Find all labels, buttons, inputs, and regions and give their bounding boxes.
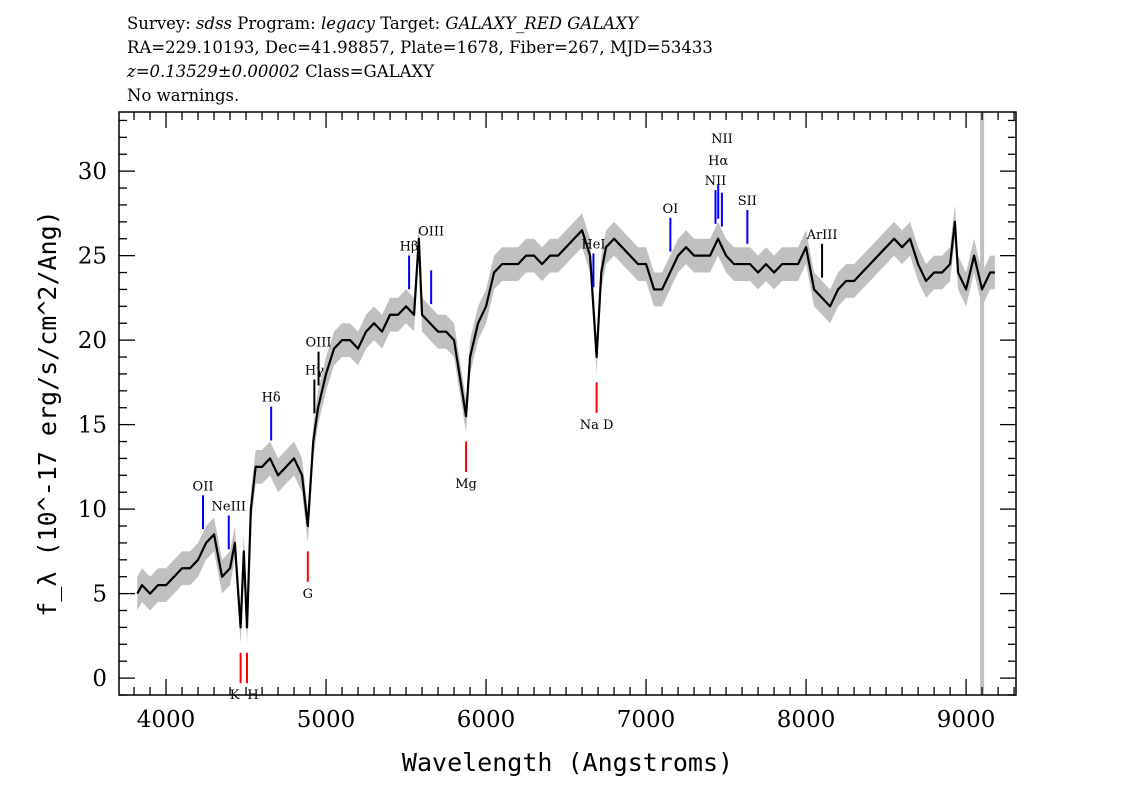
error-band: [137, 204, 995, 645]
target-label: Target:: [380, 14, 441, 33]
survey-label: Survey:: [127, 14, 191, 33]
program-value: legacy: [320, 14, 375, 33]
emission-line-label: NII: [705, 174, 727, 189]
header-line-3: z=0.13529±0.00002 Class=GALAXY: [127, 62, 434, 81]
y-tick-label: 15: [78, 413, 107, 439]
emission-line-label: NII: [711, 132, 733, 147]
survey-value: sdss: [196, 14, 233, 33]
absorption-line-label: Mg: [455, 477, 477, 492]
program-label: Program:: [237, 14, 316, 33]
header-line-1: Survey: sdss Program: legacy Target: GAL…: [127, 14, 638, 33]
spectrum-line: [136, 220, 995, 629]
emission-line-label: OIII: [418, 224, 444, 239]
header-line-4: No warnings.: [127, 86, 240, 105]
absorption-line-label: G: [303, 587, 313, 602]
x-tick-label: 6000: [457, 707, 516, 733]
y-tick-label: 25: [78, 244, 107, 270]
x-tick-label: 4000: [137, 707, 196, 733]
plot-frame: [118, 111, 1017, 696]
emission-line-label: NeIII: [212, 500, 246, 515]
emission-line-label: Hγ: [305, 364, 324, 379]
x-axis-title: Wavelength (Angstroms): [402, 748, 733, 777]
absorption-line-label: Na D: [580, 418, 614, 433]
x-tick-label: 8000: [777, 707, 836, 733]
emission-line-label: OI: [662, 202, 678, 217]
y-tick-label: 10: [78, 497, 107, 523]
absorption-line-label: H: [247, 688, 258, 703]
header-line-2: RA=229.10193, Dec=41.98857, Plate=1678, …: [127, 38, 713, 57]
emission-line-label: Hα: [708, 154, 728, 169]
y-tick-label: 5: [92, 582, 107, 608]
object-class: Class=GALAXY: [305, 62, 435, 81]
x-tick-label: 9000: [937, 707, 996, 733]
emission-line-label: ArIII: [806, 228, 838, 243]
emission-line-label: SII: [738, 194, 757, 209]
emission-line-label: Hδ: [262, 391, 281, 406]
x-tick-label: 5000: [297, 707, 356, 733]
emission-line-label: Hβ: [400, 239, 419, 254]
emission-line-label: HeI: [581, 237, 605, 252]
absorption-line-label: K: [230, 688, 240, 703]
x-tick-label: 7000: [617, 707, 676, 733]
y-axis-title: f_λ (10^-17 erg/s/cm^2/Ang): [33, 210, 62, 616]
y-tick-label: 0: [92, 666, 107, 692]
y-tick-label: 30: [78, 159, 107, 185]
emission-line-label: OII: [193, 479, 214, 494]
emission-line-label: OIII: [305, 336, 331, 351]
target-value: GALAXY_RED GALAXY: [445, 14, 638, 33]
redshift: z=0.13529±0.00002: [127, 62, 300, 81]
y-tick-label: 20: [78, 328, 107, 354]
